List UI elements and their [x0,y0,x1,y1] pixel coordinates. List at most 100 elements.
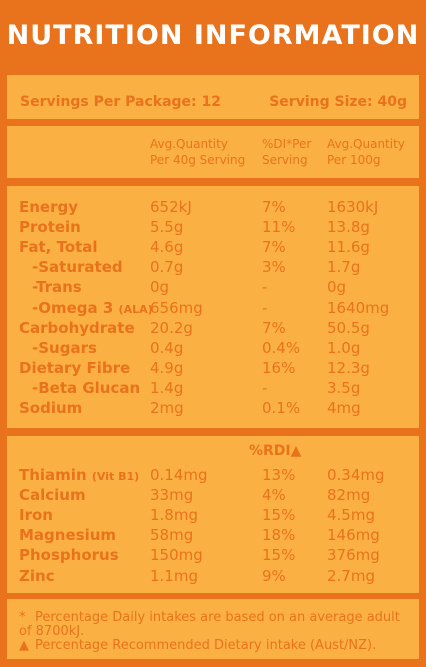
footnote-rdi: ▲ Percentage Recommended Dietary intake (… [19,638,377,653]
value-per-100g: 4.5mg [327,506,375,525]
value-percent: 7% [262,238,286,257]
value-percent: 11% [262,218,296,237]
value-per-100g: 1.7g [327,258,361,277]
table-row: -Saturated 0.7g 3% 1.7g [7,257,419,277]
serving-size: Serving Size: 40g [269,94,407,110]
table-row: -Sugars 0.4g 0.4% 1.0g [7,338,419,358]
value-per-serving: 0.14mg [150,466,208,484]
nutrient-name: -Trans [32,278,82,297]
table-row: Iron 1.8mg 15% 4.5mg [7,505,419,525]
table-row: Zinc 1.1mg 9% 2.7mg [7,566,419,586]
table-row: Dietary Fibre 4.9g 16% 12.3g [7,358,419,378]
table-row: Calcium 33mg 4% 82mg [7,485,419,505]
footnote-daily-intake: * Percentage Daily intakes are based on a… [19,610,400,639]
value-percent: 4% [262,486,286,505]
value-per-100g: 2.7mg [327,566,375,585]
value-percent: 16% [262,358,296,377]
value-percent: - [262,378,268,397]
value-percent: 15% [262,546,296,565]
table-row: Sodium 2mg 0.1% 4mg [7,398,419,418]
table-row: -Trans 0g - 0g [7,277,419,297]
value-percent: 7% [262,198,286,216]
value-per-serving: 0.4g [150,338,184,357]
table-row: Fat, Total 4.6g 7% 11.6g [7,237,419,257]
value-percent: - [262,278,268,297]
table-row: Energy 652kJ 7% 1630kJ [7,197,419,217]
value-per-serving: 58mg [150,526,194,545]
value-percent: 3% [262,258,286,277]
value-per-100g: 12.3g [327,358,370,377]
value-percent: 18% [262,526,296,545]
value-per-serving: 20.2g [150,318,193,337]
value-per-100g: 13.8g [327,218,370,237]
table-row: Phosphorus 150mg 15% 376mg [7,545,419,565]
nutrient-name: -Sugars [32,338,97,357]
nutrient-name: Iron [19,506,53,525]
nutrient-name: -Beta Glucan [32,378,141,397]
value-per-serving: 150mg [150,546,203,565]
nutrient-name: -Omega 3 (ALA) [32,298,153,317]
nutrient-name: Thiamin (Vit B1) [19,466,140,484]
value-percent: 0.4% [262,338,301,357]
rdi-header: %RDI▲ [249,443,302,459]
nutrient-name: Energy [19,198,79,216]
nutrient-name: Carbohydrate [19,318,135,337]
nutrient-name: Magnesium [19,526,117,545]
header-per-100g: Avg.Quantity Per 100g [327,137,405,167]
table-row: -Beta Glucan 1.4g - 3.5g [7,378,419,398]
value-percent: 0.1% [262,399,301,417]
table-row: Magnesium 58mg 18% 146mg [7,525,419,545]
header-per-serving: Avg.Quantity Per 40g Serving [150,137,246,167]
value-per-100g: 1.0g [327,338,361,357]
value-per-serving: 5.5g [150,218,184,237]
value-per-serving: 1.8mg [150,506,198,525]
value-percent: 7% [262,318,286,337]
column-headers: Avg.Quantity Per 40g Serving %DI*Per Ser… [7,126,419,178]
value-percent: 13% [262,466,296,484]
value-per-serving: 1.1mg [150,566,198,585]
nutrient-name: Zinc [19,566,55,585]
asterisk-mark: * [19,610,26,625]
value-per-100g: 1630kJ [327,198,379,216]
value-per-100g: 82mg [327,486,371,505]
value-per-serving: 652kJ [150,198,192,216]
value-per-100g: 1640mg [327,298,390,317]
value-percent: 15% [262,506,296,525]
table-row: Thiamin (Vit B1) 0.14mg 13% 0.34mg [7,465,419,485]
servings-per-package: Servings Per Package: 12 [20,94,221,110]
value-percent: - [262,298,268,317]
value-per-serving: 0g [150,278,170,297]
value-per-100g: 376mg [327,546,380,565]
value-per-100g: 50.5g [327,318,370,337]
footnotes-panel: * Percentage Daily intakes are based on a… [7,599,419,659]
nutrient-name: -Saturated [32,258,123,277]
value-per-100g: 0g [327,278,347,297]
value-per-serving: 656mg [150,298,203,317]
value-per-100g: 0.34mg [327,466,385,484]
nutrient-name: Fat, Total [19,238,98,257]
value-percent: 9% [262,566,286,585]
page-title: NUTRITION INFORMATION [6,20,420,51]
value-per-serving: 0.7g [150,258,184,277]
nutrient-name: Phosphorus [19,546,119,565]
value-per-100g: 3.5g [327,378,361,397]
minerals-panel: %RDI▲ Thiamin (Vit B1) 0.14mg 13% 0.34mg Cal… [7,436,419,593]
value-per-serving: 1.4g [150,378,184,397]
value-per-100g: 146mg [327,526,380,545]
value-per-100g: 11.6g [327,238,370,257]
triangle-icon: ▲ [19,638,29,653]
value-per-100g: 4mg [327,399,361,417]
nutrient-name: Sodium [19,399,83,417]
value-per-serving: 33mg [150,486,194,505]
nutrient-name-suffix: (Vit B1) [91,470,140,483]
value-per-serving: 2mg [150,399,184,417]
nutrient-name: Protein [19,218,81,237]
value-per-serving: 4.6g [150,238,184,257]
nutrients-panel: Energy 652kJ 7% 1630kJ Protein 5.5g 11% 13.8g Fa… [7,186,419,428]
nutrient-name-suffix: (ALA) [118,302,153,316]
table-row: -Omega 3 (ALA) 656mg - 1640mg [7,298,419,318]
table-row: Carbohydrate 20.2g 7% 50.5g [7,318,419,338]
nutrient-name: Calcium [19,486,86,505]
header-daily-intake: %DI*Per Serving [262,137,312,167]
nutrient-name: Dietary Fibre [19,358,131,377]
